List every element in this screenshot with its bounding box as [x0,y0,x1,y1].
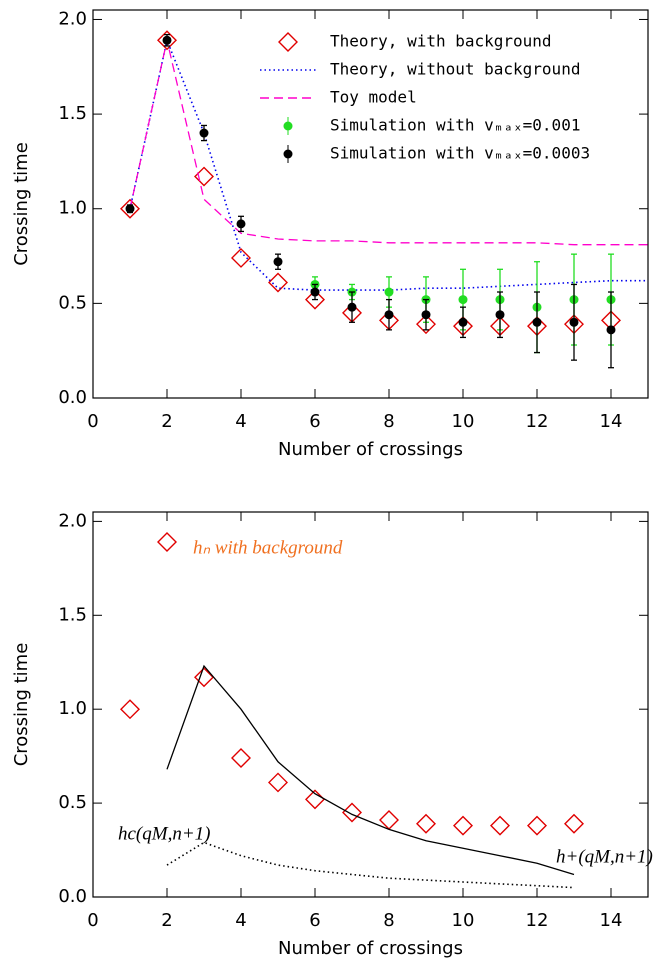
x-tick-label: 8 [383,411,394,432]
series-line [129,40,648,246]
y-tick-label: 1.5 [58,604,87,625]
data-point [384,287,394,297]
legend-label: Theory, without background [330,60,580,79]
legend-label: Simulation with vₘₐₓ=0.0003 [330,144,590,163]
legend-symbol [278,32,298,52]
x-axis-label: Number of crossings [278,938,463,959]
y-tick-label: 0.0 [58,886,87,907]
diamond-marker [231,247,251,268]
x-tick-label: 6 [309,910,320,931]
legend-label: Simulation with vₘₐₓ=0.001 [330,116,580,135]
data-point [532,317,542,327]
annotation: h+(qM,n+1) [556,846,653,867]
x-tick-label: 12 [526,910,549,931]
y-tick-label: 0.0 [58,387,87,408]
diamond-marker [453,815,473,836]
x-tick-label: 2 [161,910,172,931]
y-tick-label: 0.5 [58,292,87,313]
plot-frame [92,511,649,898]
diamond-marker [305,289,325,310]
legend-symbol [283,121,293,131]
diamond-marker [342,802,362,823]
x-tick-label: 14 [600,910,623,931]
plot-frame [92,9,649,399]
diamond-marker [157,30,177,51]
diamond-marker [231,748,251,769]
x-tick-label: 0 [87,411,98,432]
diamond-marker [194,166,214,187]
diamond-marker [120,699,140,720]
data-point [458,317,468,327]
data-point [310,287,320,297]
x-tick-label: 8 [383,910,394,931]
diamond-marker [157,532,177,553]
x-tick-label: 14 [600,411,623,432]
legend-label: Toy model [330,88,417,107]
diamond-marker [268,272,288,293]
data-point [569,317,579,327]
data-point [606,325,616,335]
diamond-marker [490,815,510,836]
y-tick-label: 2.0 [58,510,87,531]
data-point [421,310,431,320]
y-tick-label: 1.0 [58,198,87,219]
data-point [495,310,505,320]
x-tick-label: 2 [161,411,172,432]
y-axis-label: Crossing time [11,142,32,266]
y-tick-label: 2.0 [58,8,87,29]
diamond-marker [120,198,140,219]
data-point [162,35,172,45]
x-tick-label: 12 [526,411,549,432]
legend-label: Theory, with background [330,32,552,51]
data-point [125,204,135,214]
series-line [166,841,575,889]
annotation: hₙ with background [193,537,343,558]
data-point [236,219,246,229]
y-tick-label: 0.5 [58,792,87,813]
y-tick-label: 1.5 [58,103,87,124]
data-point [458,295,468,305]
annotation: hc(qM,n+1) [118,823,211,844]
x-tick-label: 10 [452,910,475,931]
diamond-marker [527,815,547,836]
x-tick-label: 10 [452,411,475,432]
y-tick-label: 1.0 [58,698,87,719]
data-point [384,310,394,320]
x-tick-label: 6 [309,411,320,432]
legend-symbol [283,149,293,159]
x-tick-label: 4 [235,910,246,931]
x-axis-label: Number of crossings [278,439,463,460]
diamond-marker [268,772,288,793]
x-tick-label: 0 [87,910,98,931]
diamond-marker [416,314,436,335]
diamond-marker [416,813,436,834]
x-tick-label: 4 [235,411,246,432]
y-axis-label: Crossing time [11,643,32,767]
data-point [347,302,357,312]
diamond-marker [564,813,584,834]
diamond-marker [194,667,214,688]
series-line [166,664,575,876]
data-point [199,128,209,138]
data-point [273,257,283,267]
